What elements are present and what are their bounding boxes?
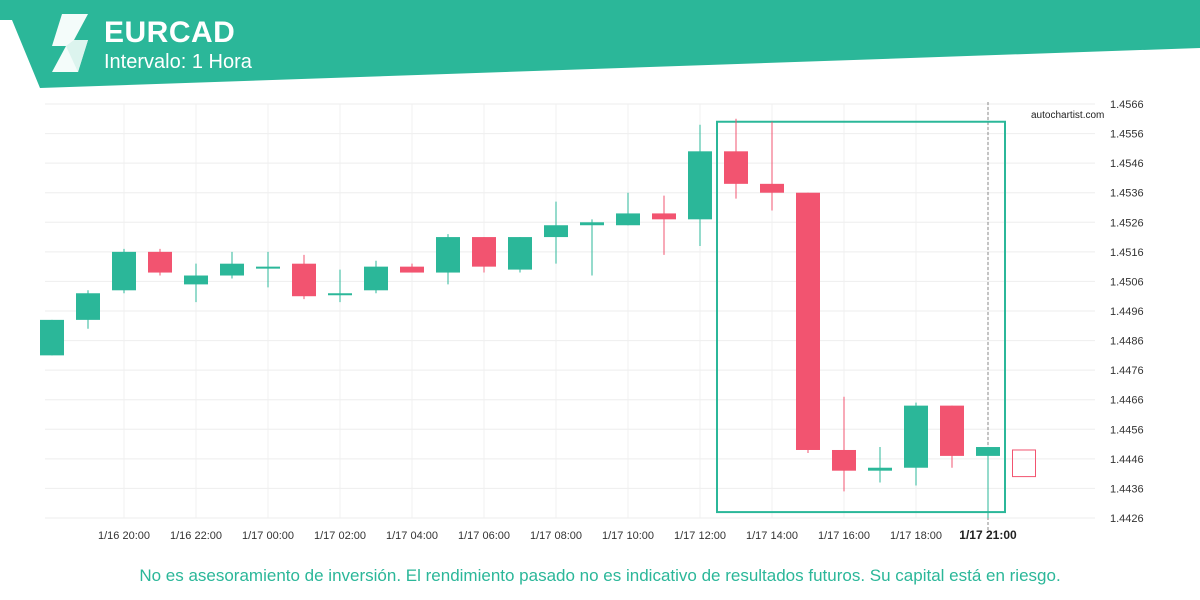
pattern-highlight [716,120,1006,514]
y-tick-label: 1.4546 [1110,158,1144,170]
candle-up [220,263,244,276]
y-tick-label: 1.4506 [1110,276,1144,288]
y-tick-label: 1.4556 [1110,129,1144,141]
banner-background [0,0,1200,88]
candle-up [112,251,136,291]
x-tick-label: 1/16 20:00 [98,530,150,542]
candle-up [688,151,712,220]
y-tick-label: 1.4536 [1110,188,1144,200]
y-axis: 1.4566 1.4556 1.4546 1.4536 1.4526 1.4516 1.45… [1110,99,1144,525]
highlight-box [716,120,1006,514]
x-axis: 1/16 20:00 1/16 22:00 1/17 00:00 1/17 02:00… [98,528,1017,542]
x-tick-label: 1/17 12:00 [674,530,726,542]
candle-down [796,192,820,450]
grid-lines [45,102,1095,530]
x-tick-label: 1/17 02:00 [314,530,366,542]
y-tick-label: 1.4426 [1110,513,1144,525]
y-tick-label: 1.4516 [1110,247,1144,259]
candle-up [976,447,1000,456]
x-tick-label: 1/17 14:00 [746,530,798,542]
candle-up [40,319,64,356]
candle-down [832,449,856,471]
candle-up [616,213,640,226]
y-tick-label: 1.4456 [1110,424,1144,436]
candle-up [76,293,100,320]
x-tick-label: 1/17 16:00 [818,530,870,542]
y-tick-label: 1.4446 [1110,454,1144,466]
autochartist-logo-icon [52,14,88,72]
candle-down [472,237,496,267]
candle-up [256,266,280,269]
candle-down [652,213,676,220]
candle-up [508,237,532,270]
candle-down [400,266,424,273]
candles [40,118,1036,518]
candle-up [904,405,928,468]
x-tick-label: 1/17 08:00 [530,530,582,542]
x-tick-label: 1/17 00:00 [242,530,294,542]
y-tick-label: 1.4466 [1110,395,1144,407]
y-tick-label: 1.4526 [1110,217,1144,229]
candle-up [184,275,208,285]
interval-label: Intervalo: 1 Hora [104,51,252,73]
x-tick-label: 1/17 04:00 [386,530,438,542]
candle-down [760,183,784,193]
candle-up [580,222,604,226]
candle-up [364,266,388,291]
candle-down [940,405,964,456]
y-tick-label: 1.4436 [1110,483,1144,495]
candle-up [544,225,568,238]
x-tick-label: 1/17 18:00 [890,530,942,542]
candle-down [148,251,172,273]
watermark: autochartist.com [1031,110,1105,121]
y-tick-label: 1.4476 [1110,365,1144,377]
x-tick-label: 1/17 06:00 [458,530,510,542]
candle-down [292,263,316,297]
x-tick-label: 1/17 21:00 [959,528,1017,542]
x-tick-label: 1/16 22:00 [170,530,222,542]
y-tick-label: 1.4486 [1110,336,1144,348]
y-tick-label: 1.4566 [1110,99,1144,111]
candle-up [868,467,892,471]
projected-candle [1012,449,1036,478]
page-title: EURCAD [104,16,236,49]
candle-down [724,151,748,184]
x-tick-label: 1/17 10:00 [602,530,654,542]
disclaimer: No es asesoramiento de inversión. El ren… [139,566,1061,585]
candle-up [328,293,352,296]
candle-up [436,237,460,273]
header-banner [0,0,1200,88]
y-tick-label: 1.4496 [1110,306,1144,318]
